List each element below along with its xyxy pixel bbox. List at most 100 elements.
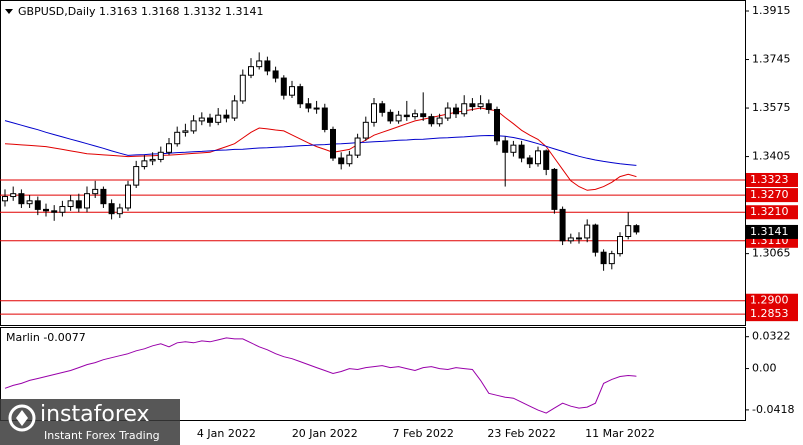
candle-body	[502, 140, 509, 153]
candle-body	[485, 103, 492, 110]
candle-body	[198, 117, 205, 122]
candle-body	[272, 70, 279, 79]
candle-body	[379, 103, 386, 113]
chart-title: GBPUSD,Daily 1.3163 1.3168 1.3132 1.3141	[18, 5, 263, 18]
price-label: 1.3141	[750, 225, 789, 238]
candle-body	[543, 150, 550, 170]
candle-body	[92, 188, 99, 195]
candle-body	[34, 200, 41, 210]
candle-body	[444, 107, 451, 119]
x-tick-label: 4 Jan 2022	[197, 427, 256, 440]
candle-body	[116, 207, 123, 215]
candle-body	[461, 103, 468, 115]
candle-body	[190, 120, 197, 132]
y-tick-label: 1.3065	[752, 247, 791, 260]
level-label-box	[746, 172, 798, 187]
candle-body	[494, 108, 500, 142]
candle-body	[518, 144, 525, 159]
candle-body	[387, 111, 394, 122]
candle-body	[141, 160, 148, 168]
candle-body	[108, 203, 115, 215]
y-tick-label: 1.3405	[752, 150, 791, 163]
x-tick-label: 23 Feb 2022	[487, 427, 555, 440]
candle-body	[321, 107, 328, 130]
candle-body	[174, 131, 181, 145]
candle-body	[231, 100, 238, 119]
candle-body	[84, 193, 90, 209]
candle-body	[559, 208, 566, 242]
candle-body	[133, 166, 140, 186]
menu-icon	[5, 9, 13, 14]
y-tick-label: 0.00	[752, 362, 777, 375]
candle-body	[395, 114, 402, 122]
x-tick-label: 20 Jan 2022	[292, 427, 358, 440]
y-tick-label: -0.0418	[752, 403, 794, 416]
candle-body	[305, 103, 312, 109]
watermark: instaforex Instant Forex Trading	[0, 399, 180, 445]
candle-body	[371, 103, 377, 123]
candle-body	[436, 117, 443, 125]
level-label: 1.3210	[750, 205, 789, 218]
candle-body	[125, 184, 131, 209]
candle-body	[420, 113, 427, 118]
candle-body	[313, 107, 320, 110]
candle-body	[51, 210, 58, 213]
candle-body	[600, 251, 607, 265]
level-label: 1.2853	[750, 307, 789, 320]
watermark-brand: instaforex	[40, 402, 150, 427]
y-tick-label: 0.0322	[752, 330, 791, 343]
candle-body	[280, 77, 287, 96]
candle-body	[166, 143, 172, 153]
candle-body	[10, 193, 17, 198]
level-label-box	[746, 293, 798, 308]
candle-body	[330, 128, 336, 159]
price-label-box	[746, 224, 798, 239]
oscillator-line	[4, 337, 637, 414]
candle-body	[469, 103, 476, 108]
level-label: 1.3323	[750, 173, 789, 186]
candle-body	[223, 114, 230, 119]
candle-body	[67, 200, 74, 208]
candle-body	[182, 130, 189, 133]
candle-body	[567, 237, 574, 242]
candle-body	[2, 196, 8, 202]
candle-body	[43, 208, 49, 212]
x-tick-label: 7 Feb 2022	[392, 427, 453, 440]
candle-body	[297, 86, 304, 105]
level-label-box	[746, 307, 798, 322]
candle-body	[149, 158, 156, 162]
candle-body	[510, 144, 517, 153]
indicator-pane	[0, 327, 746, 421]
candle-body	[75, 200, 82, 209]
y-tick-label: 1.3745	[752, 53, 791, 66]
candle-body	[633, 225, 640, 233]
candle-body	[248, 66, 254, 76]
candle-body	[256, 60, 263, 68]
candle-body	[617, 236, 623, 255]
candle-body	[526, 157, 533, 165]
candle-body	[338, 157, 345, 165]
candle-body	[59, 206, 66, 213]
level-label-box	[746, 205, 798, 220]
candle-body	[584, 224, 591, 239]
logo-mark	[16, 410, 28, 426]
y-tick-label: 1.3915	[752, 4, 791, 17]
moving-average	[4, 107, 637, 191]
candle-body	[576, 237, 582, 240]
logo-ring	[8, 404, 36, 432]
main-pane	[0, 0, 746, 326]
candle-body	[100, 188, 107, 205]
candle-body	[354, 137, 361, 156]
watermark-tagline: Instant Forex Trading	[44, 429, 160, 442]
candle-body	[157, 151, 164, 160]
candle-body	[26, 200, 33, 205]
indicator-title: Marlin -0.0077	[6, 331, 86, 344]
candle-body	[289, 86, 295, 96]
y-tick-label: 1.3575	[752, 101, 791, 114]
candle-body	[428, 116, 435, 125]
candle-body	[207, 117, 213, 123]
candle-body	[608, 253, 615, 265]
candle-body	[239, 74, 246, 102]
candle-body	[362, 121, 369, 139]
